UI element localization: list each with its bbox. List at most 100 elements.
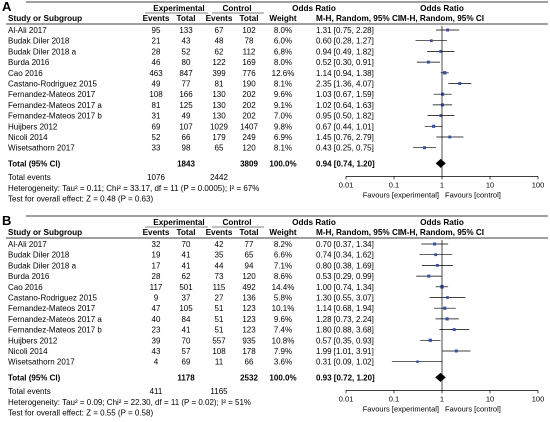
total-events-experimental: 411 — [150, 387, 163, 396]
study-weight: 6.0% — [274, 37, 292, 46]
study-estimate-square — [454, 349, 458, 353]
total-experimental: 41 — [182, 251, 191, 260]
column-header-method: M-H, Random, 95% CI — [316, 228, 400, 237]
odds-ratio-ci: 0.57 [0.35, 0.93] — [316, 336, 374, 345]
total-events-control: 2442 — [210, 173, 228, 182]
study-name: Cao 2016 — [8, 69, 43, 78]
events-control: 73 — [215, 272, 224, 281]
total-control: 120 — [242, 144, 256, 153]
study-name: Budak Diler 2018 — [8, 37, 70, 46]
column-header-study: Study or Subgroup — [8, 228, 82, 237]
study-estimate-square — [416, 360, 419, 363]
x-tick-label: 100 — [532, 180, 545, 189]
study-weight: 6.8% — [274, 47, 292, 56]
study-estimate-square — [443, 306, 447, 310]
favours-left-label: Favours [experimental] — [363, 190, 439, 199]
events-control: 44 — [215, 261, 224, 270]
study-weight: 5.8% — [274, 294, 292, 303]
study-estimate-square — [439, 49, 443, 53]
events-control: 27 — [215, 294, 224, 303]
odds-ratio-ci: 1.14 [0.94, 1.38] — [316, 69, 374, 78]
study-weight: 8.0% — [274, 58, 292, 67]
odds-ratio-ci: 1.00 [0.74, 1.34] — [316, 283, 374, 292]
study-name: Castano-Rodriguez 2015 — [8, 294, 97, 303]
events-control: 48 — [215, 37, 224, 46]
favours-right-label: Favours [control] — [445, 190, 501, 199]
total-label: Total (95% CI) — [8, 159, 61, 168]
events-control: 557 — [212, 336, 226, 345]
group-header-control: Control — [222, 218, 251, 227]
study-weight: 8.2% — [274, 240, 292, 249]
study-estimate-square — [443, 71, 447, 75]
column-header-events-ctl: Events — [206, 14, 233, 23]
study-weight: 10.1% — [272, 304, 295, 313]
x-tick-label: 0.01 — [339, 180, 354, 189]
events-experimental: 17 — [152, 261, 161, 270]
study-estimate-square — [448, 135, 452, 139]
total-experimental: 37 — [182, 294, 191, 303]
events-control: 62 — [215, 47, 224, 56]
total-experimental: 43 — [182, 37, 191, 46]
events-control: 35 — [215, 251, 224, 260]
total-control: 136 — [242, 294, 256, 303]
events-experimental: 43 — [152, 347, 161, 356]
total-control: 112 — [243, 47, 256, 56]
events-control: 11 — [215, 358, 224, 367]
total-control: 202 — [242, 101, 256, 110]
total-events-label: Total events — [8, 173, 51, 182]
column-header-total-exp: Total — [177, 228, 196, 237]
total-experimental: 166 — [179, 90, 193, 99]
total-control: 78 — [245, 37, 254, 46]
events-control: 42 — [215, 240, 224, 249]
study-estimate-square — [434, 253, 438, 257]
study-name: Nicoli 2014 — [8, 133, 48, 142]
favours-left-label: Favours [experimental] — [363, 404, 439, 413]
total-control: 120 — [242, 272, 256, 281]
plot-title: Odds Ratio — [420, 4, 464, 13]
odds-ratio-ci: 1.45 [0.76, 2.79] — [316, 133, 374, 142]
study-weight: 9.1% — [274, 101, 292, 110]
study-weight: 9.6% — [274, 90, 292, 99]
events-experimental: 46 — [152, 58, 161, 67]
study-weight: 7.4% — [274, 326, 292, 335]
column-header-events-exp: Events — [143, 14, 170, 23]
odds-ratio-ci: 1.14 [0.68, 1.94] — [316, 304, 374, 313]
events-experimental: 47 — [152, 304, 161, 313]
total-control: 66 — [245, 358, 254, 367]
total-experimental: 80 — [182, 58, 191, 67]
events-control: 399 — [212, 69, 226, 78]
plot-title: Odds Ratio — [420, 218, 464, 227]
study-name: Wisetsathorn 2017 — [8, 144, 75, 153]
odds-ratio-ci: 0.74 [0.34, 1.62] — [316, 251, 374, 260]
study-estimate-square — [422, 146, 426, 150]
pooled-estimate-diamond — [435, 372, 446, 382]
total-control: 123 — [242, 326, 256, 335]
events-experimental: 4 — [154, 358, 159, 367]
total-weight: 100.0% — [269, 159, 296, 168]
overall-effect-text: Test for overall effect: Z = 0.48 (P = 0… — [8, 195, 153, 204]
events-experimental: 40 — [152, 315, 161, 324]
study-name: Fernandez-Mateos 2017 — [8, 304, 96, 313]
study-weight: 9.8% — [274, 122, 292, 131]
events-experimental: 52 — [152, 133, 161, 142]
total-control: 77 — [245, 240, 254, 249]
study-weight: 7.1% — [274, 261, 292, 270]
total-experimental: 49 — [182, 112, 191, 121]
group-header-experimental: Experimental — [153, 218, 204, 227]
study-weight: 7.9% — [274, 347, 292, 356]
study-name: Fernandez-Mateos 2017 — [8, 90, 96, 99]
events-experimental: 31 — [152, 112, 161, 121]
study-estimate-square — [435, 263, 439, 267]
total-experimental: 105 — [179, 304, 193, 313]
events-control: 130 — [212, 101, 226, 110]
study-estimate-square — [458, 82, 462, 85]
events-control: 1029 — [210, 122, 228, 131]
total-experimental: 62 — [182, 272, 191, 281]
total-odds-ratio-ci: 0.93 [0.72, 1.20] — [316, 373, 375, 382]
study-name: Castano-Rodriguez 2015 — [8, 80, 97, 89]
odds-ratio-ci: 0.52 [0.30, 0.91] — [316, 58, 374, 67]
total-control: 123 — [242, 315, 256, 324]
study-name: Cao 2016 — [8, 283, 43, 292]
group-header-control: Control — [222, 4, 251, 13]
total-events-control: 1165 — [210, 387, 228, 396]
